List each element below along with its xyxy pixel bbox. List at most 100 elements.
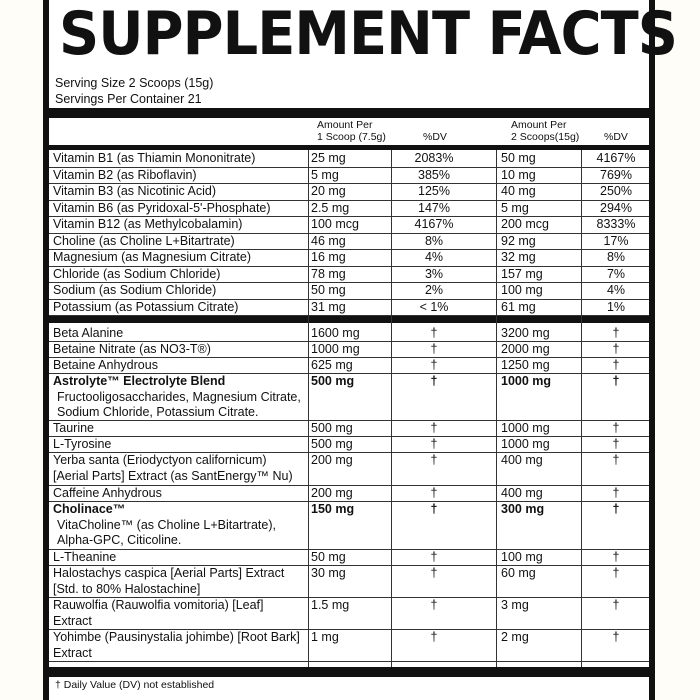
- daily-value-2: †: [612, 326, 620, 340]
- amount-per-2-scoops: 1250 mg: [501, 358, 550, 372]
- amount-per-2-scoops: 100 mg: [501, 283, 543, 297]
- daily-value-2: 294%: [600, 200, 632, 215]
- table-row: Vitamin B2 (as Riboflavin) 5 mg 385% 10 mg 7…: [49, 167, 649, 184]
- table-row: Vitamin B12 (as Methylcobalamin) 100 mcg 4…: [49, 216, 649, 234]
- amount-per-2-scoops: 200 mcg: [501, 217, 549, 231]
- col-amount-1: Amount Per 1 Scoop (7.5g): [317, 119, 386, 143]
- nutrient-name: Rauwolfia (Rauwolfia vomitoria) [Leaf] E…: [53, 598, 264, 628]
- nutrient-name: Vitamin B3 (as Nicotinic Acid): [53, 184, 217, 198]
- amount-per-2-scoops: 40 mg: [501, 184, 536, 198]
- col-dv-2: %DV: [604, 131, 628, 143]
- daily-value-1: †: [430, 326, 438, 340]
- column-divider: [391, 150, 392, 667]
- nutrient-name: Magnesium (as Magnesium Citrate): [53, 250, 251, 264]
- nutrient-name: Vitamin B1 (as Thiamin Mononitrate): [53, 151, 256, 165]
- nutrient-name: Yerba santa (Eriodyctyon californicum) […: [53, 453, 293, 483]
- daily-value-2: 7%: [606, 266, 626, 281]
- daily-value-2: 8333%: [596, 217, 636, 231]
- thick-divider-top: [49, 108, 649, 118]
- nutrient-name: Caffeine Anhydrous: [53, 486, 162, 500]
- amount-per-scoop: 78 mg: [311, 266, 346, 281]
- daily-value-2: †: [612, 421, 620, 435]
- amount-per-2-scoops: 1000 mg: [501, 437, 550, 451]
- amount-per-scoop: 5 mg: [311, 167, 339, 182]
- amount-per-scoop: 500 mg: [311, 437, 353, 451]
- daily-value-1: 2083%: [414, 151, 454, 165]
- nutrient-name: Taurine: [53, 421, 94, 435]
- daily-value-2: 769%: [600, 167, 632, 182]
- daily-value-1: 385%: [418, 167, 450, 182]
- daily-value-2: †: [612, 502, 620, 516]
- daily-value-2: †: [612, 342, 620, 356]
- column-divider: [581, 150, 582, 667]
- thick-divider-mid: [49, 315, 649, 323]
- daily-value-1: †: [430, 486, 438, 500]
- daily-value-2: 17%: [603, 233, 629, 248]
- amount-per-scoop: 150 mg: [311, 502, 355, 516]
- col-amount-1-line2: 1 Scoop (7.5g): [317, 131, 386, 143]
- col-amount-2-line1: Amount Per: [511, 119, 567, 131]
- table-row: Cholinace™ VitaCholine™ (as Choline L+Bit…: [49, 501, 649, 550]
- daily-value-2: †: [612, 358, 620, 372]
- daily-value-1: < 1%: [419, 299, 449, 314]
- table-row: Vitamin B1 (as Thiamin Mononitrate) 25 mg…: [49, 150, 649, 168]
- daily-value-2: 4167%: [596, 151, 636, 165]
- nutrient-name: Betaine Anhydrous: [53, 358, 158, 372]
- amount-per-scoop: 200 mg: [311, 486, 353, 500]
- amount-per-2-scoops: 100 mg: [501, 550, 543, 564]
- daily-value-1: †: [430, 630, 438, 644]
- nutrient-name: Vitamin B12 (as Methylcobalamin): [53, 217, 243, 231]
- amount-per-2-scoops: 92 mg: [501, 233, 536, 248]
- table-row: L-Theanine 50 mg † 100 mg †: [49, 549, 649, 566]
- daily-value-1: †: [430, 374, 438, 388]
- table-row: Potassium (as Potassium Citrate) 31 mg < 1…: [49, 299, 649, 316]
- daily-value-2: †: [612, 486, 620, 500]
- nutrient-name: Beta Alanine: [53, 326, 124, 340]
- table-row: Yohimbe (Pausinystalia johimbe) [Root Ba…: [49, 629, 649, 662]
- amount-per-scoop: 500 mg: [311, 374, 355, 388]
- amount-per-scoop: 30 mg: [311, 566, 346, 580]
- amount-per-2-scoops: 32 mg: [501, 250, 536, 264]
- amount-per-scoop: 20 mg: [311, 184, 346, 198]
- amount-per-2-scoops: 10 mg: [501, 167, 536, 182]
- amount-per-2-scoops: 2 mg: [501, 630, 529, 644]
- amount-per-2-scoops: 157 mg: [501, 266, 543, 281]
- table-row: Betaine Nitrate (as NO3-T®) 1000 mg † 2000 …: [49, 341, 649, 358]
- table-row: Vitamin B6 (as Pyridoxal-5'-Phosphate) 2.…: [49, 200, 649, 217]
- daily-value-1: 147%: [418, 200, 450, 215]
- amount-per-scoop: 1 mg: [311, 630, 339, 644]
- serving-size: Serving Size 2 Scoops (15g): [55, 76, 214, 90]
- amount-per-scoop: 1000 mg: [311, 342, 360, 356]
- amount-per-scoop: 625 mg: [311, 358, 353, 372]
- supplement-facts-panel: SUPPLEMENT FACTS Serving Size 2 Scoops (…: [43, 0, 678, 700]
- amount-per-2-scoops: 1000 mg: [501, 421, 550, 435]
- daily-value-2: 4%: [606, 283, 626, 297]
- amount-per-2-scoops: 50 mg: [501, 151, 536, 165]
- nutrient-name: Betaine Nitrate (as NO3-T®): [53, 342, 211, 356]
- table-row: Choline (as Choline L+Bitartrate) 46 mg 8%…: [49, 233, 649, 250]
- daily-value-2: †: [612, 374, 620, 388]
- daily-value-2: †: [612, 453, 620, 467]
- nutrient-name: Vitamin B6 (as Pyridoxal-5'-Phosphate): [53, 200, 271, 215]
- daily-value-2: †: [612, 630, 620, 644]
- daily-value-1: †: [430, 421, 438, 435]
- amount-per-scoop: 1600 mg: [311, 326, 360, 340]
- blend-components: VitaCholine™ (as Choline L+Bitartrate), …: [57, 517, 276, 548]
- amount-per-scoop: 500 mg: [311, 421, 353, 435]
- column-divider: [308, 150, 309, 667]
- amount-per-scoop: 100 mcg: [311, 217, 359, 231]
- amount-per-scoop: 16 mg: [311, 250, 346, 264]
- daily-value-2: †: [612, 566, 620, 580]
- amount-per-scoop: 50 mg: [311, 283, 346, 297]
- column-divider: [496, 150, 497, 667]
- amount-per-2-scoops: 300 mg: [501, 502, 545, 516]
- daily-value-1: †: [430, 453, 438, 467]
- col-amount-2-line2: 2 Scoops(15g): [511, 131, 580, 143]
- daily-value-1: †: [430, 598, 438, 612]
- daily-value-2: †: [612, 550, 620, 564]
- col-amount-1-line1: Amount Per: [317, 119, 373, 131]
- table-row: Magnesium (as Magnesium Citrate) 16 mg 4% 3…: [49, 249, 649, 267]
- amount-per-2-scoops: 3200 mg: [501, 326, 550, 340]
- nutrient-name: Chloride (as Sodium Chloride): [53, 266, 221, 281]
- nutrient-name: Yohimbe (Pausinystalia johimbe) [Root Ba…: [53, 630, 300, 660]
